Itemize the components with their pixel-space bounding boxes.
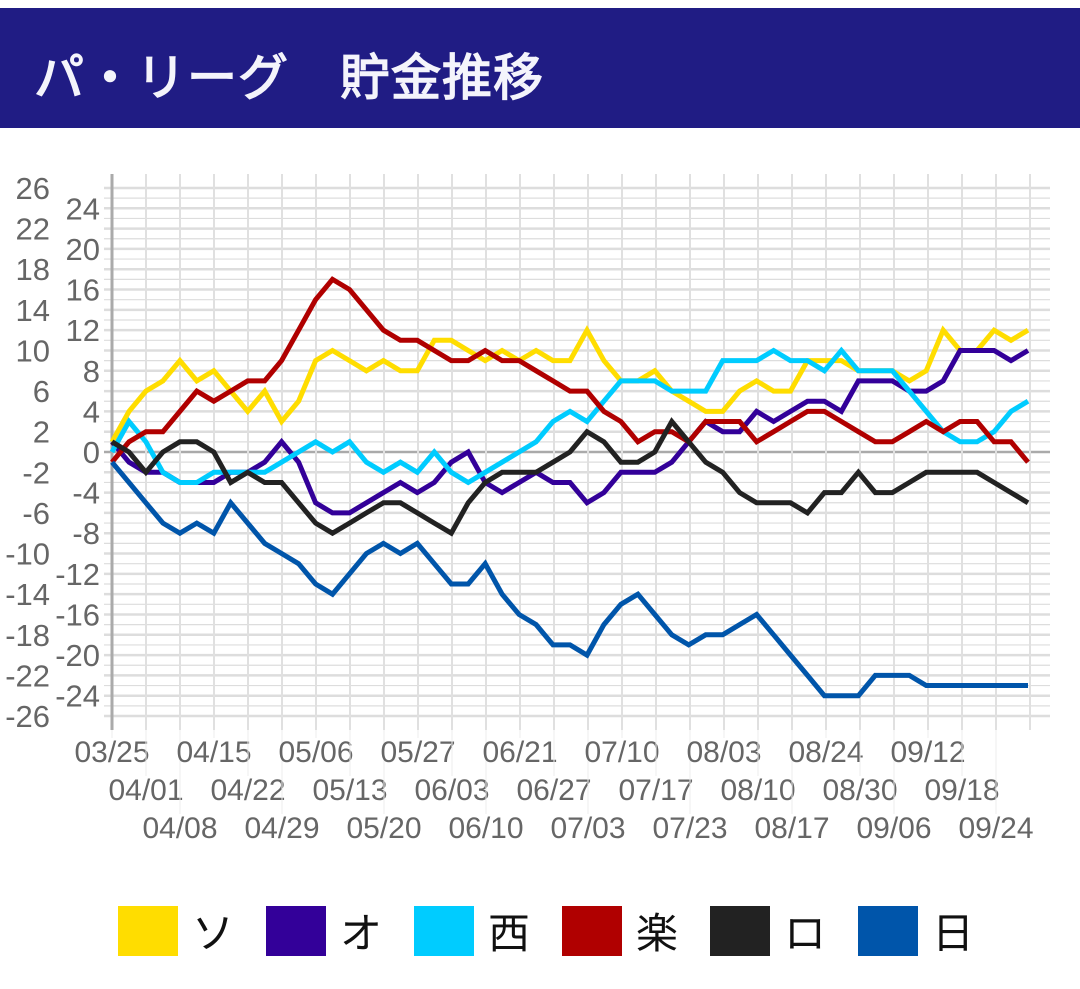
- y-tick-label: -8: [72, 516, 100, 551]
- legend-swatch: [562, 905, 622, 956]
- y-tick-label: 12: [66, 313, 100, 348]
- x-tick-label: 07/17: [618, 774, 693, 807]
- y-tick-label: 14: [16, 293, 50, 328]
- y-tick-label: -12: [55, 557, 100, 592]
- legend-label: オ: [340, 909, 383, 958]
- legend-item: 楽: [562, 900, 686, 961]
- y-tick-label: -2: [22, 455, 50, 490]
- x-tick-label: 09/12: [890, 736, 965, 769]
- x-tick-label: 04/01: [108, 774, 183, 807]
- series-line-3: [110, 276, 1030, 464]
- x-tick-label: 04/08: [142, 812, 217, 845]
- x-tick-label: 07/10: [584, 736, 659, 769]
- y-tick-label: -24: [55, 679, 100, 714]
- y-tick-label: 16: [66, 273, 100, 308]
- x-tick-label: 06/03: [414, 774, 489, 807]
- legend-item: ソ: [118, 900, 242, 961]
- chart-legend: ソオ西楽ロ日: [118, 900, 1006, 961]
- legend-label: ソ: [192, 909, 235, 958]
- legend-item: オ: [266, 900, 390, 961]
- legend-swatch: [414, 905, 474, 956]
- x-tick-label: 04/29: [244, 812, 319, 845]
- y-tick-label: 10: [16, 333, 50, 368]
- y-tick-label: 20: [66, 232, 100, 267]
- x-tick-label: 06/10: [448, 812, 523, 845]
- y-tick-label: -14: [5, 577, 50, 612]
- x-tick-label: 05/06: [278, 736, 353, 769]
- legend-label: ロ: [784, 909, 827, 958]
- legend-item: 日: [858, 900, 982, 961]
- legend-swatch: [266, 905, 326, 956]
- y-tick-label: -22: [5, 658, 50, 693]
- series-line-0: [109, 325, 1030, 444]
- y-tick-label: -20: [55, 638, 100, 673]
- y-tick-label: -18: [5, 618, 50, 653]
- legend-label: 日: [932, 909, 975, 958]
- series-line-1: [110, 348, 1030, 516]
- y-tick-label: -16: [55, 597, 100, 632]
- page-title: パ・リーグ 貯金推移: [34, 49, 544, 107]
- x-tick-label: 04/15: [176, 736, 251, 769]
- x-tick-label: 04/22: [210, 774, 285, 807]
- x-tick-label: 09/24: [958, 812, 1033, 845]
- x-tick-label: 08/17: [754, 812, 829, 845]
- y-tick-label: -26: [5, 699, 50, 734]
- x-tick-label: 03/25: [74, 736, 149, 769]
- y-tick-label: 2: [33, 415, 50, 450]
- x-tick-label: 07/03: [550, 812, 625, 845]
- header-bar: パ・リーグ 貯金推移: [0, 8, 1080, 128]
- legend-label: 楽: [636, 909, 679, 958]
- y-tick-label: 6: [33, 374, 50, 409]
- y-tick-label: -6: [22, 496, 50, 531]
- legend-item: 西: [414, 900, 538, 961]
- legend-item: ロ: [710, 900, 834, 961]
- y-tick-label: -4: [72, 476, 100, 511]
- y-tick-label: 22: [16, 212, 50, 247]
- legend-swatch: [118, 905, 178, 956]
- x-tick-label: 05/20: [346, 812, 421, 845]
- x-tick-label: 09/06: [856, 812, 931, 845]
- x-tick-label: 08/30: [822, 774, 897, 807]
- x-tick-label: 06/21: [482, 736, 557, 769]
- series-line-4: [110, 417, 1030, 537]
- y-tick-label: 18: [16, 252, 50, 287]
- y-tick-label: -10: [5, 537, 50, 572]
- y-tick-label: 0: [83, 435, 100, 470]
- y-tick-label: 4: [83, 394, 100, 429]
- y-tick-label: 24: [66, 191, 100, 226]
- x-tick-label: 09/18: [924, 774, 999, 807]
- x-tick-label: 08/24: [788, 736, 863, 769]
- legend-swatch: [710, 905, 770, 956]
- x-tick-label: 05/27: [380, 736, 455, 769]
- x-tick-label: 08/10: [720, 774, 795, 807]
- y-tick-label: 26: [16, 171, 50, 206]
- x-tick-label: 07/23: [652, 812, 727, 845]
- legend-swatch: [858, 905, 918, 956]
- legend-label: 西: [488, 909, 531, 958]
- x-tick-label: 05/13: [312, 774, 387, 807]
- series-line-2: [109, 346, 1030, 486]
- y-tick-label: 8: [83, 354, 100, 389]
- series-line-5: [110, 460, 1028, 699]
- x-tick-label: 06/27: [516, 774, 591, 807]
- x-tick-label: 08/03: [686, 736, 761, 769]
